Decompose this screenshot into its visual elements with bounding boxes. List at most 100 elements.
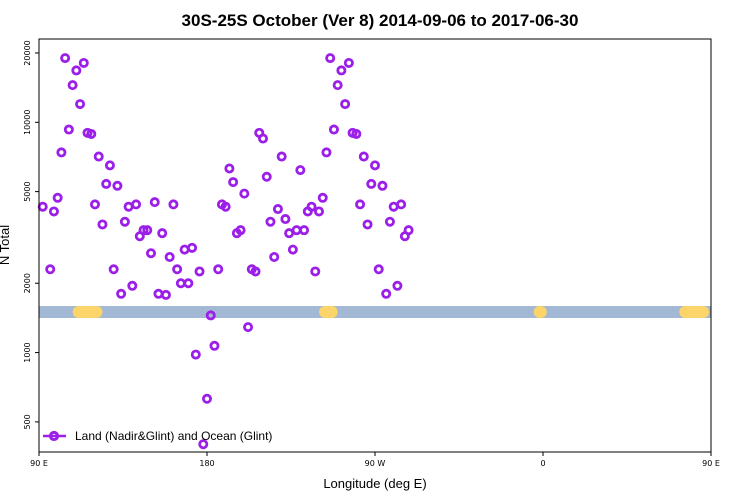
data-point <box>63 124 74 135</box>
data-point <box>351 128 362 139</box>
data-point <box>56 147 67 158</box>
land-band-segment <box>319 306 338 319</box>
data-point <box>272 204 283 215</box>
data-point <box>153 288 164 299</box>
data-point <box>239 188 250 199</box>
data-point <box>280 214 291 225</box>
data-point <box>295 165 306 176</box>
y-tick-label: 5000 <box>23 181 32 201</box>
data-point <box>45 264 56 275</box>
x-tick-label: 180 <box>199 459 214 468</box>
data-point <box>220 201 231 212</box>
data-point <box>257 133 268 144</box>
land-band-segment <box>679 306 710 319</box>
data-point <box>104 160 115 171</box>
data-point <box>145 248 156 259</box>
x-tick-label: 0 <box>540 459 545 468</box>
legend: Land (Nadir&Glint) and Ocean (Glint) <box>43 429 272 443</box>
data-point <box>168 199 179 210</box>
data-point <box>235 225 246 236</box>
surface-band <box>39 306 711 319</box>
x-tick-label: 90 E <box>702 459 720 468</box>
data-point <box>67 80 78 91</box>
data-point <box>250 266 261 277</box>
y-tick-label: 10000 <box>23 110 32 135</box>
y-tick-label: 20000 <box>23 40 32 65</box>
data-point <box>366 178 377 189</box>
data-point <box>198 439 209 450</box>
data-point <box>332 80 343 91</box>
data-point <box>179 244 190 255</box>
data-point <box>112 180 123 191</box>
data-point <box>86 128 97 139</box>
data-point <box>299 225 310 236</box>
data-point <box>228 177 239 188</box>
data-point <box>60 53 71 64</box>
data-point <box>343 57 354 68</box>
data-point <box>213 264 224 275</box>
data-point <box>127 280 138 291</box>
data-point <box>160 289 171 300</box>
data-point <box>116 288 127 299</box>
data-point <box>392 280 403 291</box>
data-point <box>265 216 276 227</box>
land-band-segment <box>72 306 103 319</box>
y-tick-label: 1000 <box>23 342 32 362</box>
data-point <box>340 99 351 110</box>
plot-frame <box>38 38 712 453</box>
data-point <box>362 219 373 230</box>
data-point <box>336 65 347 76</box>
data-point <box>142 225 153 236</box>
data-point <box>205 310 216 321</box>
y-tick-label: 2000 <box>23 273 32 293</box>
data-point <box>373 264 384 275</box>
data-point <box>243 322 254 333</box>
data-point <box>190 349 201 360</box>
chart-title: 30S-25S October (Ver 8) 2014-09-06 to 20… <box>182 11 579 30</box>
data-point <box>71 65 82 76</box>
data-point <box>321 147 332 158</box>
data-point <box>209 340 220 351</box>
data-point <box>75 99 86 110</box>
data-point <box>306 201 317 212</box>
data-point <box>358 151 369 162</box>
data-point <box>93 151 104 162</box>
data-point <box>183 278 194 289</box>
data-point <box>325 53 336 64</box>
data-point <box>355 199 366 210</box>
data-point <box>172 264 183 275</box>
x-axis-ticks: 90 E 180 90 W 0 90 E <box>30 452 720 468</box>
data-point <box>377 180 388 191</box>
data-point <box>384 216 395 227</box>
data-point <box>164 252 175 263</box>
data-point <box>381 288 392 299</box>
data-point <box>131 199 142 210</box>
data-point <box>149 197 160 208</box>
data-point <box>48 206 59 217</box>
data-point <box>97 219 108 230</box>
data-point <box>52 192 63 203</box>
data-point <box>187 242 198 253</box>
data-point <box>157 228 168 239</box>
data-point <box>224 163 235 174</box>
x-axis-label: Longitude (deg E) <box>323 476 426 491</box>
legend-marker <box>48 430 60 442</box>
data-point <box>287 244 298 255</box>
data-point <box>276 151 287 162</box>
data-point <box>310 266 321 277</box>
data-point <box>261 171 272 182</box>
data-point <box>396 199 407 210</box>
data-point <box>90 199 101 210</box>
data-point <box>101 178 112 189</box>
data-point <box>317 192 328 203</box>
x-tick-label: 90 W <box>365 459 386 468</box>
data-point <box>328 124 339 135</box>
data-point <box>269 252 280 263</box>
data-point <box>108 264 119 275</box>
data-point <box>78 57 89 68</box>
data-point <box>201 393 212 404</box>
data-point <box>37 201 48 212</box>
y-axis-label: N Total <box>0 225 12 265</box>
data-point <box>369 160 380 171</box>
